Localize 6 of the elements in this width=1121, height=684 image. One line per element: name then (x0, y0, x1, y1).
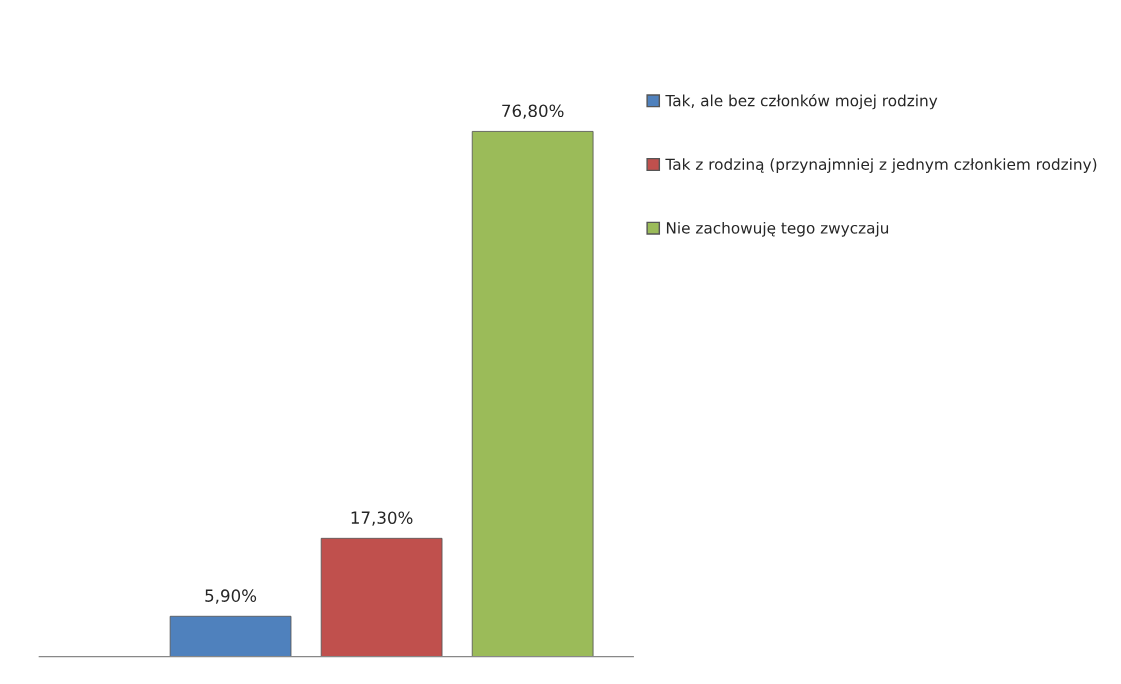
data-label: 17,30% (351, 511, 413, 526)
data-label: 5,90% (205, 589, 257, 604)
legend-label: Tak z rodziną (przynajmniej z jednym członkiem rodziny) (665, 158, 1097, 173)
legend-label: Nie zachowuję tego zwyczaju (666, 221, 889, 237)
data-label: 76,80% (502, 104, 564, 119)
legend-label: Tak, ale bez członków mojej rodziny (665, 93, 938, 110)
